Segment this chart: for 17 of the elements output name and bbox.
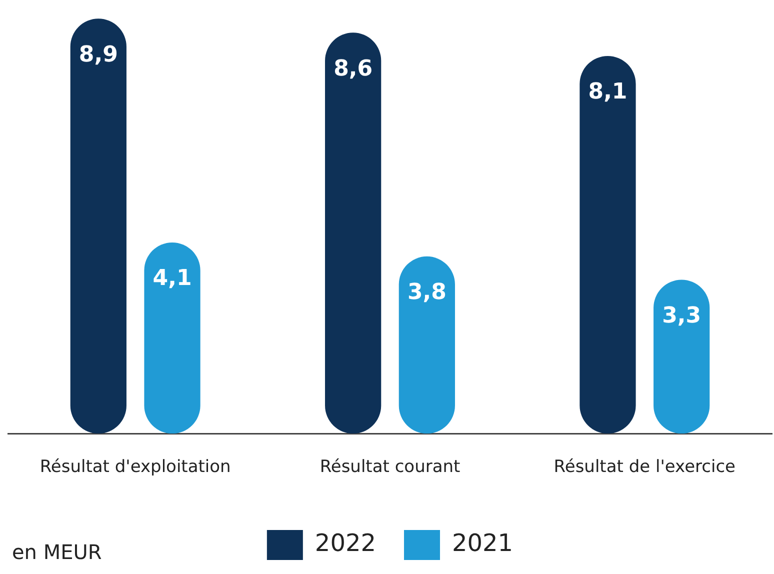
text: en MEUR — [12, 540, 102, 564]
data-label: 8,1 — [588, 80, 628, 105]
legend-label: 2021 — [452, 529, 514, 558]
legend-label: 2022 — [314, 529, 376, 558]
bar — [144, 242, 200, 434]
data-label: 3,3 — [662, 303, 702, 328]
bar — [398, 256, 455, 434]
x-tick-label: Résultat de l'exercice — [554, 457, 736, 478]
bar — [325, 32, 382, 434]
x-tick-label: Résultat courant — [320, 457, 461, 478]
bar — [70, 18, 126, 434]
x-tick-label: Résultat d'exploitation — [40, 457, 231, 478]
data-label: 3,8 — [407, 280, 446, 306]
data-label: 4,1 — [152, 266, 192, 292]
bar — [580, 56, 636, 434]
data-label: 8,6 — [334, 56, 373, 82]
data-label: 8,9 — [78, 42, 118, 68]
